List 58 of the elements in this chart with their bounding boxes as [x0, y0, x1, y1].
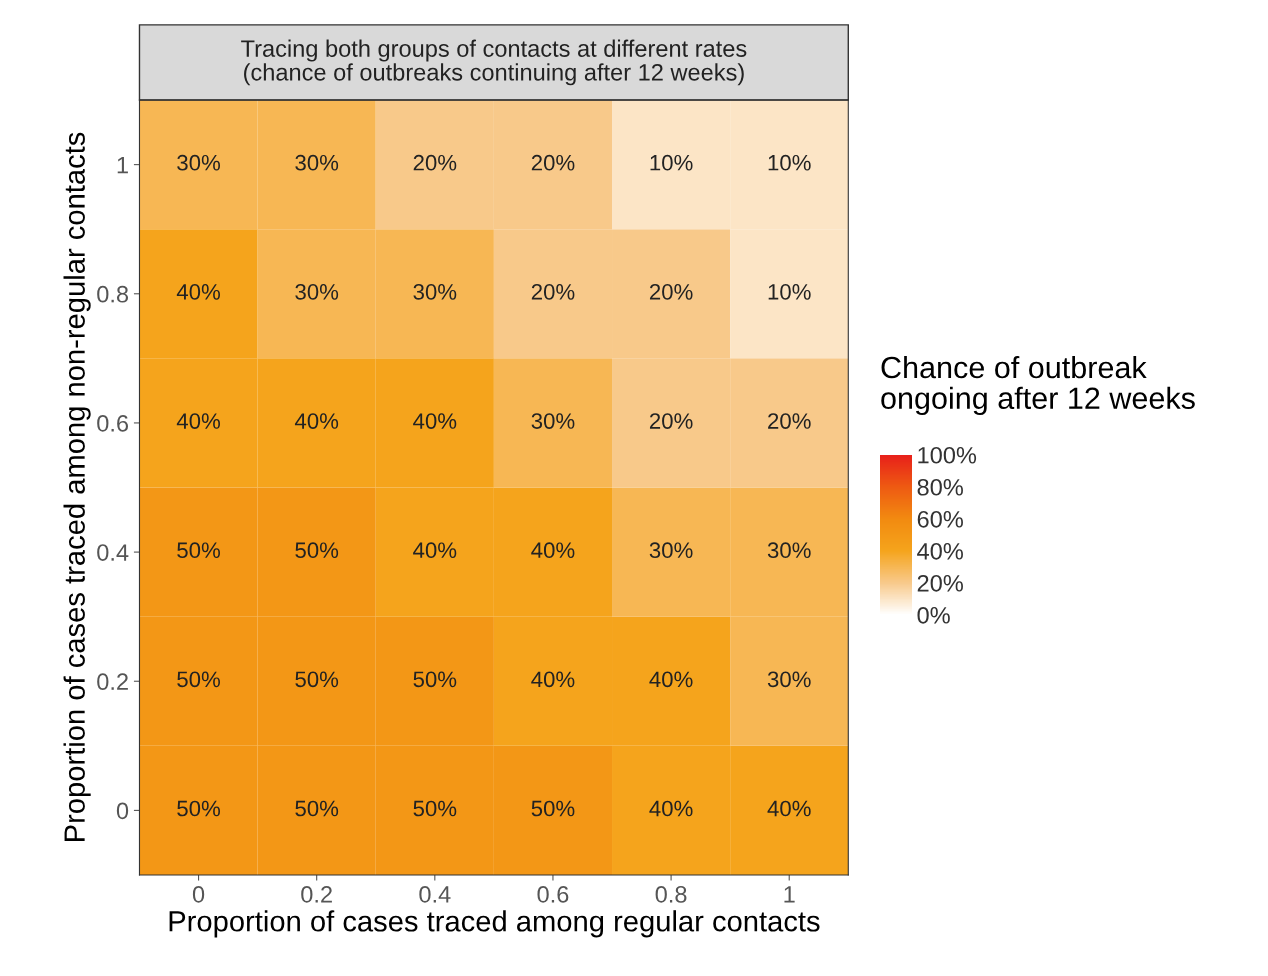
data-label: 20%	[768, 413, 811, 429]
data-label: 40%	[531, 542, 575, 559]
data-label: 40%	[649, 800, 693, 817]
x-axis-title: Proportion of cases traced among regular contacts	[169, 910, 820, 938]
data-label: 40%	[294, 413, 339, 429]
data-label: 50%	[295, 671, 339, 688]
data-label: 30%	[413, 284, 457, 300]
data-label: 50%	[413, 671, 457, 688]
data-label: 40%	[767, 800, 811, 817]
y-tick-label: 0	[116, 802, 129, 820]
data-label: 10%	[768, 284, 811, 300]
color-bar-label: 20%	[917, 574, 963, 592]
data-label: 50%	[413, 800, 457, 817]
data-label: 30%	[767, 542, 811, 559]
y-tick-label: 0.8	[97, 285, 129, 303]
data-label: 30%	[531, 413, 575, 429]
data-label: 50%	[295, 542, 339, 559]
y-tick-label: 0.4	[97, 544, 129, 561]
data-label: 40%	[176, 413, 220, 429]
data-label: 50%	[531, 800, 575, 817]
color-bar-label: 100%	[918, 446, 977, 464]
x-tick-label: 0.4	[419, 886, 451, 903]
color-bar-title: Chance of outbreak ongoing after 12 weeks	[881, 355, 1195, 416]
data-label: 20%	[531, 284, 575, 300]
data-label: 10%	[768, 154, 811, 171]
data-label: 50%	[177, 542, 220, 559]
data-label: 50%	[177, 800, 220, 817]
data-label: 20%	[413, 154, 457, 171]
data-label: 20%	[531, 154, 575, 171]
data-label: 40%	[413, 542, 457, 559]
color-bar-label: 40%	[917, 542, 963, 560]
data-label: 20%	[649, 413, 693, 429]
y-axis-title: Proportion of cases traced among non-regular contacts	[63, 132, 91, 841]
x-tick-label: 1	[784, 886, 795, 903]
data-label: 30%	[295, 284, 339, 300]
data-label: 50%	[295, 800, 339, 817]
data-label: 20%	[649, 284, 693, 300]
x-tick-label: 0.8	[655, 886, 687, 903]
data-label: 40%	[413, 413, 457, 429]
data-label: 50%	[177, 671, 220, 688]
data-label: 40%	[531, 671, 575, 688]
x-tick-label: 0	[192, 886, 205, 903]
y-tick-label: 0.2	[97, 673, 128, 691]
chart-title: Tracing both groups of contacts at different rates (chance of outbreaks continuing after 12 weeks)	[241, 39, 747, 86]
data-label: 10%	[650, 154, 693, 171]
y-tick-label: 1	[117, 156, 128, 174]
x-tick-label: 0.6	[537, 886, 569, 903]
data-label: 30%	[177, 154, 220, 171]
color-bar-label: 60%	[917, 510, 963, 528]
data-label: 40%	[176, 284, 220, 300]
color-bar-label: 0%	[917, 606, 950, 624]
color-bar-label: 80%	[917, 478, 963, 496]
data-label: 30%	[767, 671, 811, 688]
data-label: 30%	[649, 542, 693, 559]
data-label: 40%	[649, 671, 693, 688]
data-label: 30%	[295, 154, 339, 171]
y-tick-label: 0.6	[97, 415, 129, 432]
x-tick-label: 0.2	[301, 886, 332, 903]
